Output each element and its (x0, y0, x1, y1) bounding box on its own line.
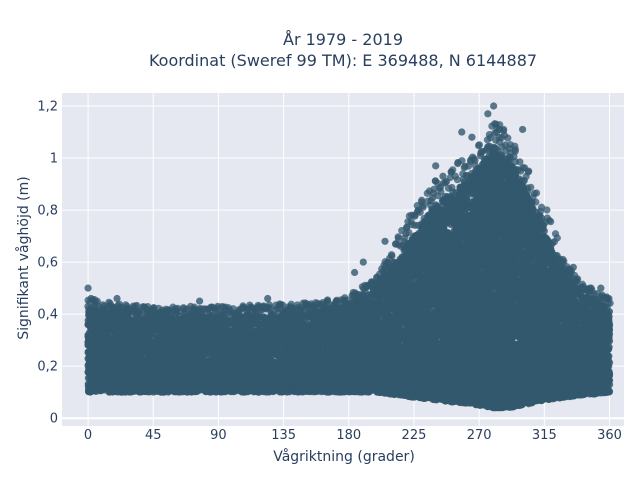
chart-title-line2: Koordinat (Sweref 99 TM): E 369488, N 61… (149, 51, 537, 70)
chart-title-line1: År 1979 - 2019 (283, 30, 403, 49)
